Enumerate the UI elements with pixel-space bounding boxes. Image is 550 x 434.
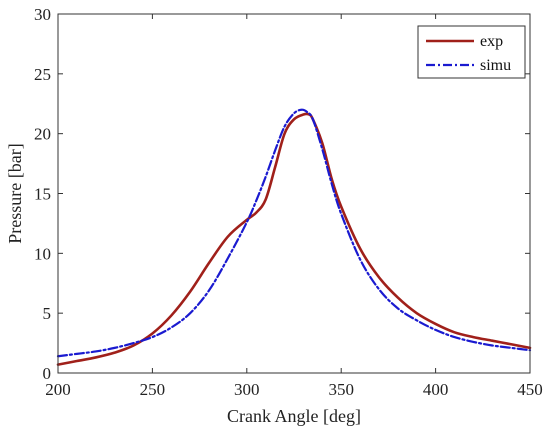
y-tick-label: 5 — [43, 304, 52, 323]
series-line-exp — [56, 112, 532, 366]
legend-box — [417, 25, 526, 79]
x-tick-label: 350 — [328, 380, 354, 399]
legend: exp simu — [417, 25, 526, 79]
series-layer — [56, 108, 532, 366]
x-tick-label: 400 — [423, 380, 449, 399]
x-tick-label: 300 — [234, 380, 260, 399]
x-tick-label: 450 — [517, 380, 543, 399]
x-axis-title: Crank Angle [deg] — [227, 406, 361, 426]
legend-label-simu: simu — [480, 57, 511, 74]
y-axis-ticks: 0 5 10 15 20 25 30 — [34, 5, 530, 383]
y-tick-label: 15 — [34, 185, 51, 204]
x-tick-label: 250 — [140, 380, 166, 399]
y-tick-label: 25 — [34, 65, 51, 84]
y-axis-title: Pressure [bar] — [5, 143, 25, 243]
y-tick-label: 30 — [34, 5, 51, 24]
x-tick-label: 200 — [45, 380, 71, 399]
series-line-simu — [56, 108, 532, 358]
y-tick-label: 10 — [34, 244, 51, 263]
legend-label-exp: exp — [480, 33, 503, 50]
plot-area: 200 250 300 350 400 450 0 5 10 15 20 25 30 — [34, 5, 543, 399]
y-tick-label: 20 — [34, 125, 51, 144]
y-tick-label: 0 — [43, 364, 52, 383]
x-axis-ticks: 200 250 300 350 400 450 — [45, 14, 543, 399]
